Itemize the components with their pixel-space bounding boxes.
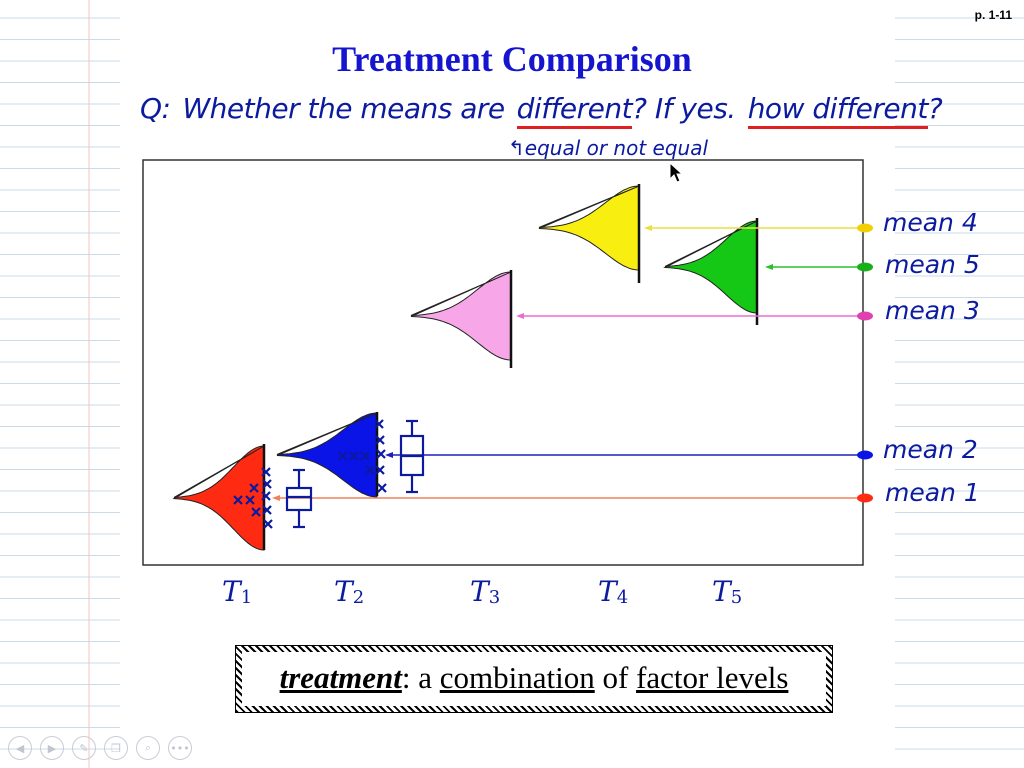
- boxplot-t2: [401, 421, 423, 492]
- mean-2-marker: [857, 451, 873, 460]
- mean-label-2: mean 2: [883, 435, 978, 464]
- treatment-label-2: T2: [334, 575, 364, 608]
- distribution-t2: [277, 413, 377, 497]
- mean-1-arrow-head: [272, 495, 280, 501]
- treatment-label-3: T3: [470, 575, 500, 608]
- more-icon[interactable]: •••: [168, 736, 192, 760]
- mean-label-5: mean 5: [885, 250, 980, 279]
- mean-4-marker: [857, 224, 873, 233]
- definition-box: treatment: a combination of factor level…: [236, 646, 832, 712]
- viewer-toolbar: ◀ ▶ ✎ ❐ ⌕ •••: [8, 736, 192, 760]
- definition-text: treatment: a combination of factor level…: [242, 660, 826, 696]
- treatment-label-1: T1: [222, 575, 252, 608]
- zoom-icon[interactable]: ⌕: [136, 736, 160, 760]
- pen-icon[interactable]: ✎: [72, 736, 96, 760]
- mean-label-3: mean 3: [885, 296, 980, 325]
- mean-3-marker: [857, 312, 873, 321]
- mean-label-4: mean 4: [883, 208, 978, 237]
- data-point-t2: [378, 484, 386, 492]
- mean-5-arrow-head: [765, 264, 773, 270]
- mean-label-1: mean 1: [885, 478, 980, 507]
- mean-1-marker: [857, 494, 873, 503]
- definition-term: treatment: [280, 660, 402, 695]
- pages-icon[interactable]: ❐: [104, 736, 128, 760]
- boxplot-t1-box: [287, 488, 311, 510]
- mean-3-arrow-head: [516, 313, 524, 319]
- next-icon[interactable]: ▶: [40, 736, 64, 760]
- treatment-label-4: T4: [598, 575, 628, 608]
- distribution-t4: [539, 186, 639, 270]
- definition-word-factor-levels: factor levels: [636, 660, 788, 695]
- treatment-label-5: T5: [712, 575, 742, 608]
- mean-5-marker: [857, 263, 873, 272]
- mean-4-arrow-head: [644, 225, 652, 231]
- definition-word-combination: combination: [440, 660, 595, 695]
- cursor-icon: [669, 162, 685, 184]
- prev-icon[interactable]: ◀: [8, 736, 32, 760]
- distribution-t5: [665, 221, 757, 313]
- distribution-t3: [411, 272, 511, 360]
- mean-2-arrow-head: [385, 452, 393, 458]
